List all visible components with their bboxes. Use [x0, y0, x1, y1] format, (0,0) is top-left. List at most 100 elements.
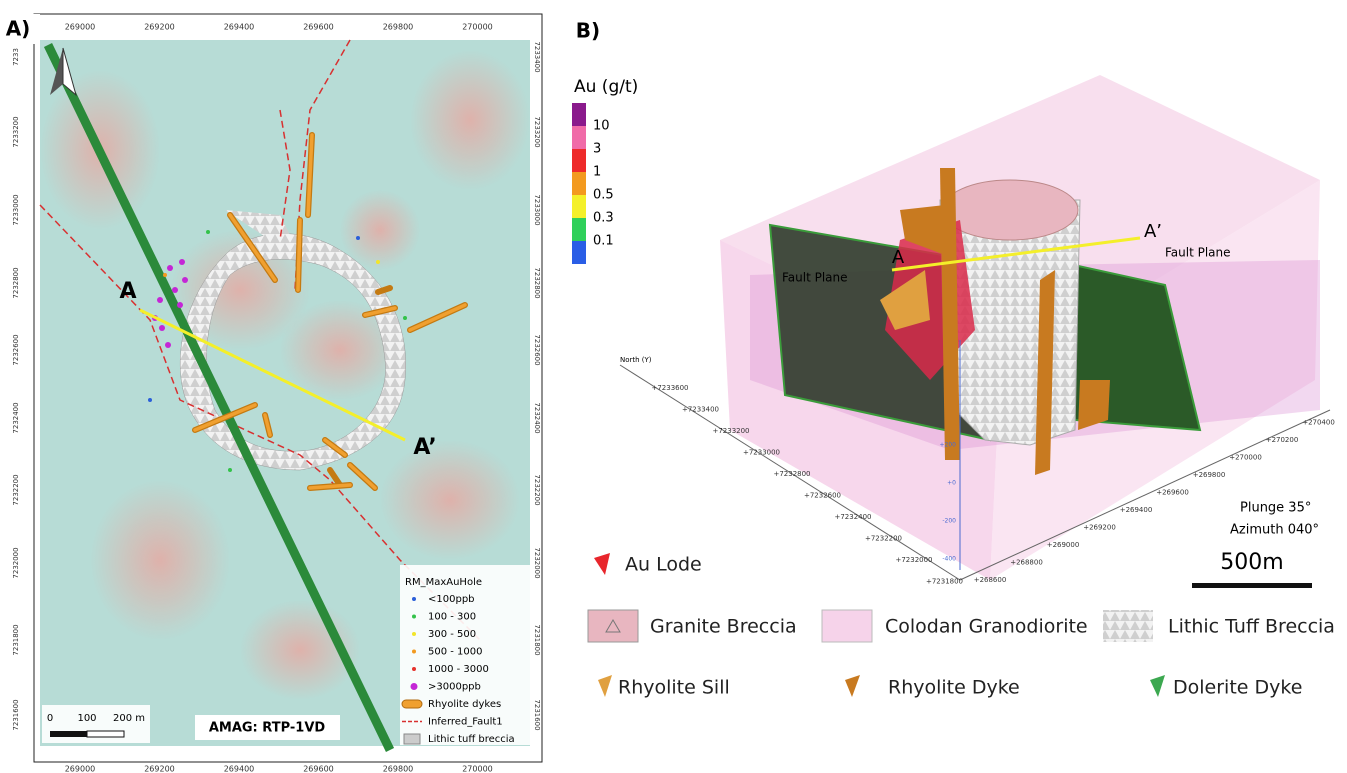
axis-title: North (Y) [620, 356, 652, 364]
east-tick: +269400 [1120, 506, 1153, 514]
section-start: A [892, 247, 905, 268]
color-label: 0.1 [593, 234, 614, 249]
legend-label: >3000ppb [428, 682, 481, 693]
elev-tick: +200 [940, 442, 957, 449]
color-step [572, 149, 586, 172]
model-legend [587, 553, 1165, 697]
legend-label: Rhyolite Dyke [888, 677, 1020, 699]
north-tick: +7231800 [926, 578, 963, 586]
x-tick-label: 269000 [65, 765, 96, 773]
east-tick: +270400 [1302, 419, 1335, 427]
lithic-tuff-arm [225, 210, 300, 255]
legend-title: RM_MaxAuHole [405, 577, 482, 588]
scale-bar [1192, 583, 1312, 588]
y-tick-label: 7232200 [533, 474, 541, 505]
x-tick-label: 269800 [383, 23, 414, 32]
y-tick-label: 7233400 [533, 41, 541, 72]
y-tick-label: 7233200 [533, 116, 541, 147]
legend-label: 300 - 500 [428, 629, 476, 640]
east-tick: +269200 [1083, 524, 1116, 532]
drill-holes-small [148, 230, 407, 472]
elev-tick: -400 [942, 556, 956, 563]
east-tick: +269000 [1047, 541, 1080, 549]
panel-label: B) [576, 19, 600, 43]
color-label: 0.3 [593, 211, 614, 226]
x-tick-label: 269800 [383, 765, 414, 773]
y-tick-label: 7232400 [533, 402, 541, 433]
legend-label: Colodan Granodiorite [885, 616, 1088, 638]
section-line [891, 236, 1141, 272]
y-tick-label: 7233200 [12, 116, 20, 147]
color-label: 10 [593, 119, 610, 134]
legend-symbol [412, 614, 416, 619]
legend-label: Dolerite Dyke [1173, 677, 1302, 699]
east-tick: +268800 [1010, 559, 1043, 567]
y-tick-label: 7232400 [12, 402, 20, 433]
legend-label: 1000 - 3000 [428, 664, 489, 675]
x-tick-label: 269400 [224, 23, 255, 32]
elev-tick: +0 [947, 480, 956, 487]
scale-label: 200 m [113, 713, 145, 724]
north-tick: +7232400 [834, 513, 871, 521]
north-tick: +7233400 [682, 406, 719, 414]
color-step [572, 241, 586, 264]
north-tick: +7232000 [895, 556, 932, 564]
section-end: A’ [1144, 221, 1162, 242]
east-tick: +268600 [974, 576, 1007, 584]
fault-label: Fault Plane [782, 271, 848, 285]
color-label: 3 [593, 142, 601, 157]
east-tick: +270000 [1229, 454, 1262, 462]
color-scale-title: Au (g/t) [574, 77, 638, 97]
y-tick-label: 7232000 [12, 547, 20, 578]
dolerite-dyke [43, 43, 395, 752]
section-end: A’ [413, 435, 436, 460]
y-tick-label: 7232800 [533, 267, 541, 298]
axes: +7233600 +7233400 +7233200 +7233000 +7232800… [651, 384, 1334, 586]
x-tick-label: 269600 [303, 765, 334, 773]
x-tick-label: 270000 [462, 23, 493, 32]
legend-symbol [412, 597, 416, 601]
section-start: A [119, 279, 136, 304]
faults [39, 39, 481, 641]
y-tick-label: 7233 [12, 48, 20, 66]
color-step [572, 103, 586, 126]
y-tick-label: 7232800 [12, 267, 20, 298]
north-tick: +7232600 [804, 492, 841, 500]
section-line [139, 308, 406, 442]
legend-label: Inferred_Fault1 [428, 717, 503, 728]
east-tick: +269800 [1193, 471, 1226, 479]
view-label: Azimuth 040° [1230, 523, 1319, 538]
legend-symbol [403, 733, 421, 745]
legend-symbol [410, 683, 418, 690]
legend-label: Lithic tuff breccia [428, 734, 515, 745]
color-scale: 10 3 1 0.5 0.3 0.1 [572, 103, 614, 264]
color-label: 1 [593, 165, 601, 180]
legend-symbol [412, 649, 416, 654]
legend-label: Rhyolite Sill [618, 677, 730, 699]
east-tick: +270200 [1266, 436, 1299, 444]
y-tick-label: 7232600 [12, 334, 20, 365]
north-tick: +7232200 [865, 535, 902, 543]
color-label: 0.5 [593, 188, 614, 203]
legend-label: Lithic Tuff Breccia [1168, 616, 1335, 638]
y-tick-label: 7232200 [12, 474, 20, 505]
legend-symbol [412, 667, 416, 671]
layer-label: AMAG: RTP-1VD [209, 721, 326, 736]
x-tick-label: 269000 [65, 23, 96, 32]
map-legend: RM_MaxAuHole <100ppb 100 - 300 300 - 500 500… [400, 565, 530, 745]
y-tick-label: 7231800 [533, 624, 541, 655]
y-tick-label: 7232600 [533, 334, 541, 365]
legend-label: 500 - 1000 [428, 647, 483, 658]
view-label: Plunge 35° [1240, 501, 1311, 516]
x-tick-label: 270000 [462, 765, 493, 773]
model [619, 75, 1331, 581]
y-tick-label: 7233000 [12, 194, 20, 225]
legend-label: Rhyolite dykes [428, 699, 501, 710]
north-tick: +7233600 [651, 384, 688, 392]
scale-label: 0 [47, 713, 53, 724]
north-tick: +7233200 [712, 427, 749, 435]
fault-label: Fault Plane [1165, 246, 1231, 260]
y-tick-label: 7231600 [533, 699, 541, 730]
